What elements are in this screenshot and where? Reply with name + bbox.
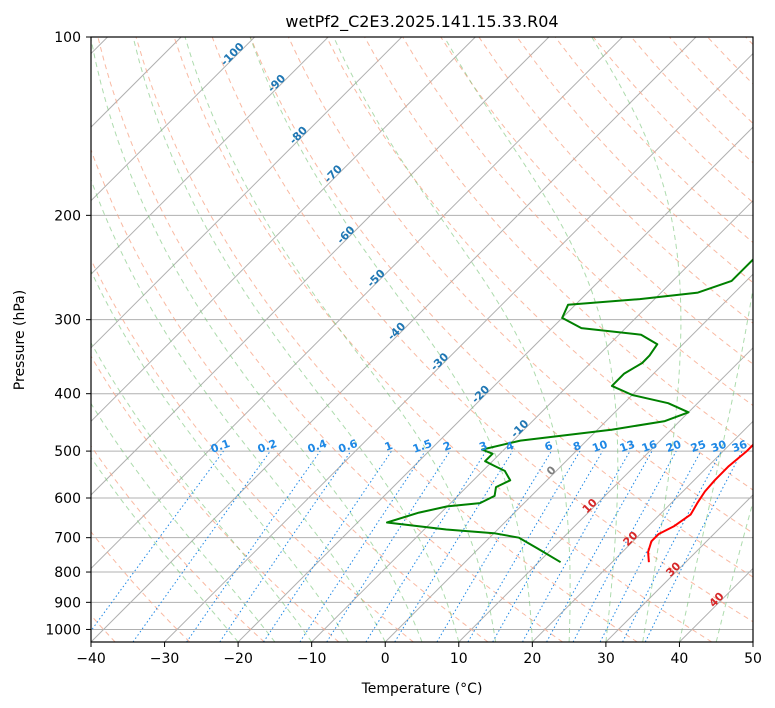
- moist-adiabat: [132, 37, 460, 642]
- y-tick-label: 600: [54, 491, 81, 507]
- x-tick-label: 10: [450, 651, 468, 667]
- dry-adiabat: [249, 37, 753, 578]
- isotherm-line: [91, 37, 550, 496]
- dry-adiabat: [91, 355, 340, 642]
- x-tick-label: 40: [671, 651, 689, 667]
- mixing-ratio-label: 4: [504, 439, 516, 454]
- y-tick-label: 900: [54, 595, 81, 611]
- y-tick-label: 200: [54, 208, 81, 224]
- isotherm-line: [91, 37, 403, 349]
- mixing-ratio-label: 2: [441, 439, 453, 454]
- moist-adiabat: [91, 37, 423, 642]
- mixing-ratio-line: [522, 450, 631, 642]
- moist-adiabat: [333, 37, 571, 642]
- mixing-ratio-lines: [91, 450, 743, 642]
- moist-adiabat: [91, 456, 239, 642]
- profile-lines: [386, 258, 753, 564]
- x-tick-label: 20: [523, 651, 541, 667]
- mixing-ratio-label: 1: [383, 439, 395, 454]
- dry-adiabat: [287, 37, 753, 534]
- dry-adiabat: [91, 445, 265, 642]
- moist-adiabat: [591, 37, 682, 642]
- dry-adiabat: [516, 37, 753, 284]
- mixing-ratio-label: 25: [689, 438, 708, 455]
- dry-adiabat: [97, 37, 563, 642]
- x-axis-label: Temperature (°C): [361, 681, 483, 697]
- dry-adiabat: [91, 148, 489, 642]
- x-tick-label: −20: [223, 651, 253, 667]
- mixing-ratio-label: 30: [709, 438, 728, 456]
- x-axis-ticks: −40 −30 −20 −10 0 10 20 30 40 50: [76, 642, 762, 667]
- dry-adiabat: [135, 37, 638, 642]
- dry-adiabat: [402, 37, 753, 407]
- isotherm-line: [531, 420, 753, 642]
- isotherm-line: [91, 37, 476, 423]
- moist-adiabat: [184, 37, 497, 642]
- dry-adiabat: [211, 37, 753, 623]
- x-tick-label: 0: [381, 651, 390, 667]
- mixing-ratio-label: 0.6: [337, 437, 360, 456]
- mixing-ratio-line: [263, 450, 392, 642]
- moist-adiabat: [443, 37, 619, 642]
- moist-adiabat: [249, 37, 533, 642]
- chart-title: wetPf2_C2E3.2025.141.15.33.R04: [285, 12, 558, 32]
- y-tick-label: 100: [54, 30, 81, 46]
- y-tick-label: 400: [54, 387, 81, 403]
- x-tick-label: −30: [150, 651, 180, 667]
- x-tick-label: −10: [297, 651, 327, 667]
- plot-frame: [90, 36, 754, 643]
- mixing-ratio-line: [219, 450, 352, 642]
- mixing-ratio-line: [299, 450, 426, 642]
- y-tick-label: 500: [54, 444, 81, 460]
- mixing-ratio-line: [644, 450, 743, 642]
- mixing-ratio-label: 36: [730, 438, 749, 456]
- mixing-ratio-label: 6: [543, 439, 555, 454]
- mixing-ratio-label: 10: [590, 438, 609, 456]
- isotherm-line: [237, 126, 753, 642]
- isotherm-line: [458, 347, 753, 642]
- x-tick-label: −40: [76, 651, 106, 667]
- x-tick-label: 50: [744, 651, 762, 667]
- y-tick-label: 300: [54, 313, 81, 329]
- isotherm-line: [384, 273, 753, 642]
- mixing-ratio-line: [572, 450, 677, 642]
- mixing-ratio-label: 1.5: [411, 437, 434, 456]
- moist-adiabat: [91, 178, 386, 642]
- x-tick-label: 30: [597, 651, 615, 667]
- y-axis-ticks: 100 200 300 400 500 600 700 800 900 1000: [45, 30, 91, 638]
- mixing-ratio-line: [326, 450, 451, 642]
- y-axis-label: Pressure (hPa): [12, 290, 28, 390]
- y-tick-label: 1000: [45, 622, 81, 638]
- mixing-ratio-label: 0.1: [209, 437, 232, 456]
- moist-adiabat: [91, 402, 276, 642]
- mixing-ratio-label: 0.2: [256, 437, 279, 456]
- mixing-ratio-line: [394, 450, 514, 642]
- dry-adiabat: [91, 531, 191, 642]
- mixing-ratio-line: [546, 450, 653, 642]
- isotherm-line: [91, 37, 256, 202]
- mixing-ratio-line: [132, 450, 271, 642]
- mixing-ratio-line: [91, 450, 224, 632]
- adiabats: [91, 37, 753, 642]
- mixing-ratio-label: 3: [477, 439, 489, 454]
- dewpoint-profile-line: [386, 258, 753, 564]
- dry-adiabat: [440, 37, 753, 365]
- y-tick-label: 700: [54, 531, 81, 547]
- mixing-ratio-line: [186, 450, 321, 642]
- isotherm-line: [605, 494, 753, 642]
- isotherm-line: [91, 37, 623, 570]
- isotherm-line: [91, 37, 329, 275]
- mixing-ratio-label: 16: [640, 438, 659, 456]
- y-tick-label: 800: [54, 565, 81, 581]
- mixing-ratio-label: 13: [618, 438, 637, 455]
- mixing-ratio-label: 8: [571, 439, 583, 454]
- moist-adiabat: [91, 269, 349, 642]
- mixing-ratio-label: 0.4: [306, 437, 329, 456]
- isotherm-line: [164, 52, 753, 642]
- temperature-profile-line: [647, 443, 753, 563]
- mixing-ratio-label: 20: [664, 438, 683, 456]
